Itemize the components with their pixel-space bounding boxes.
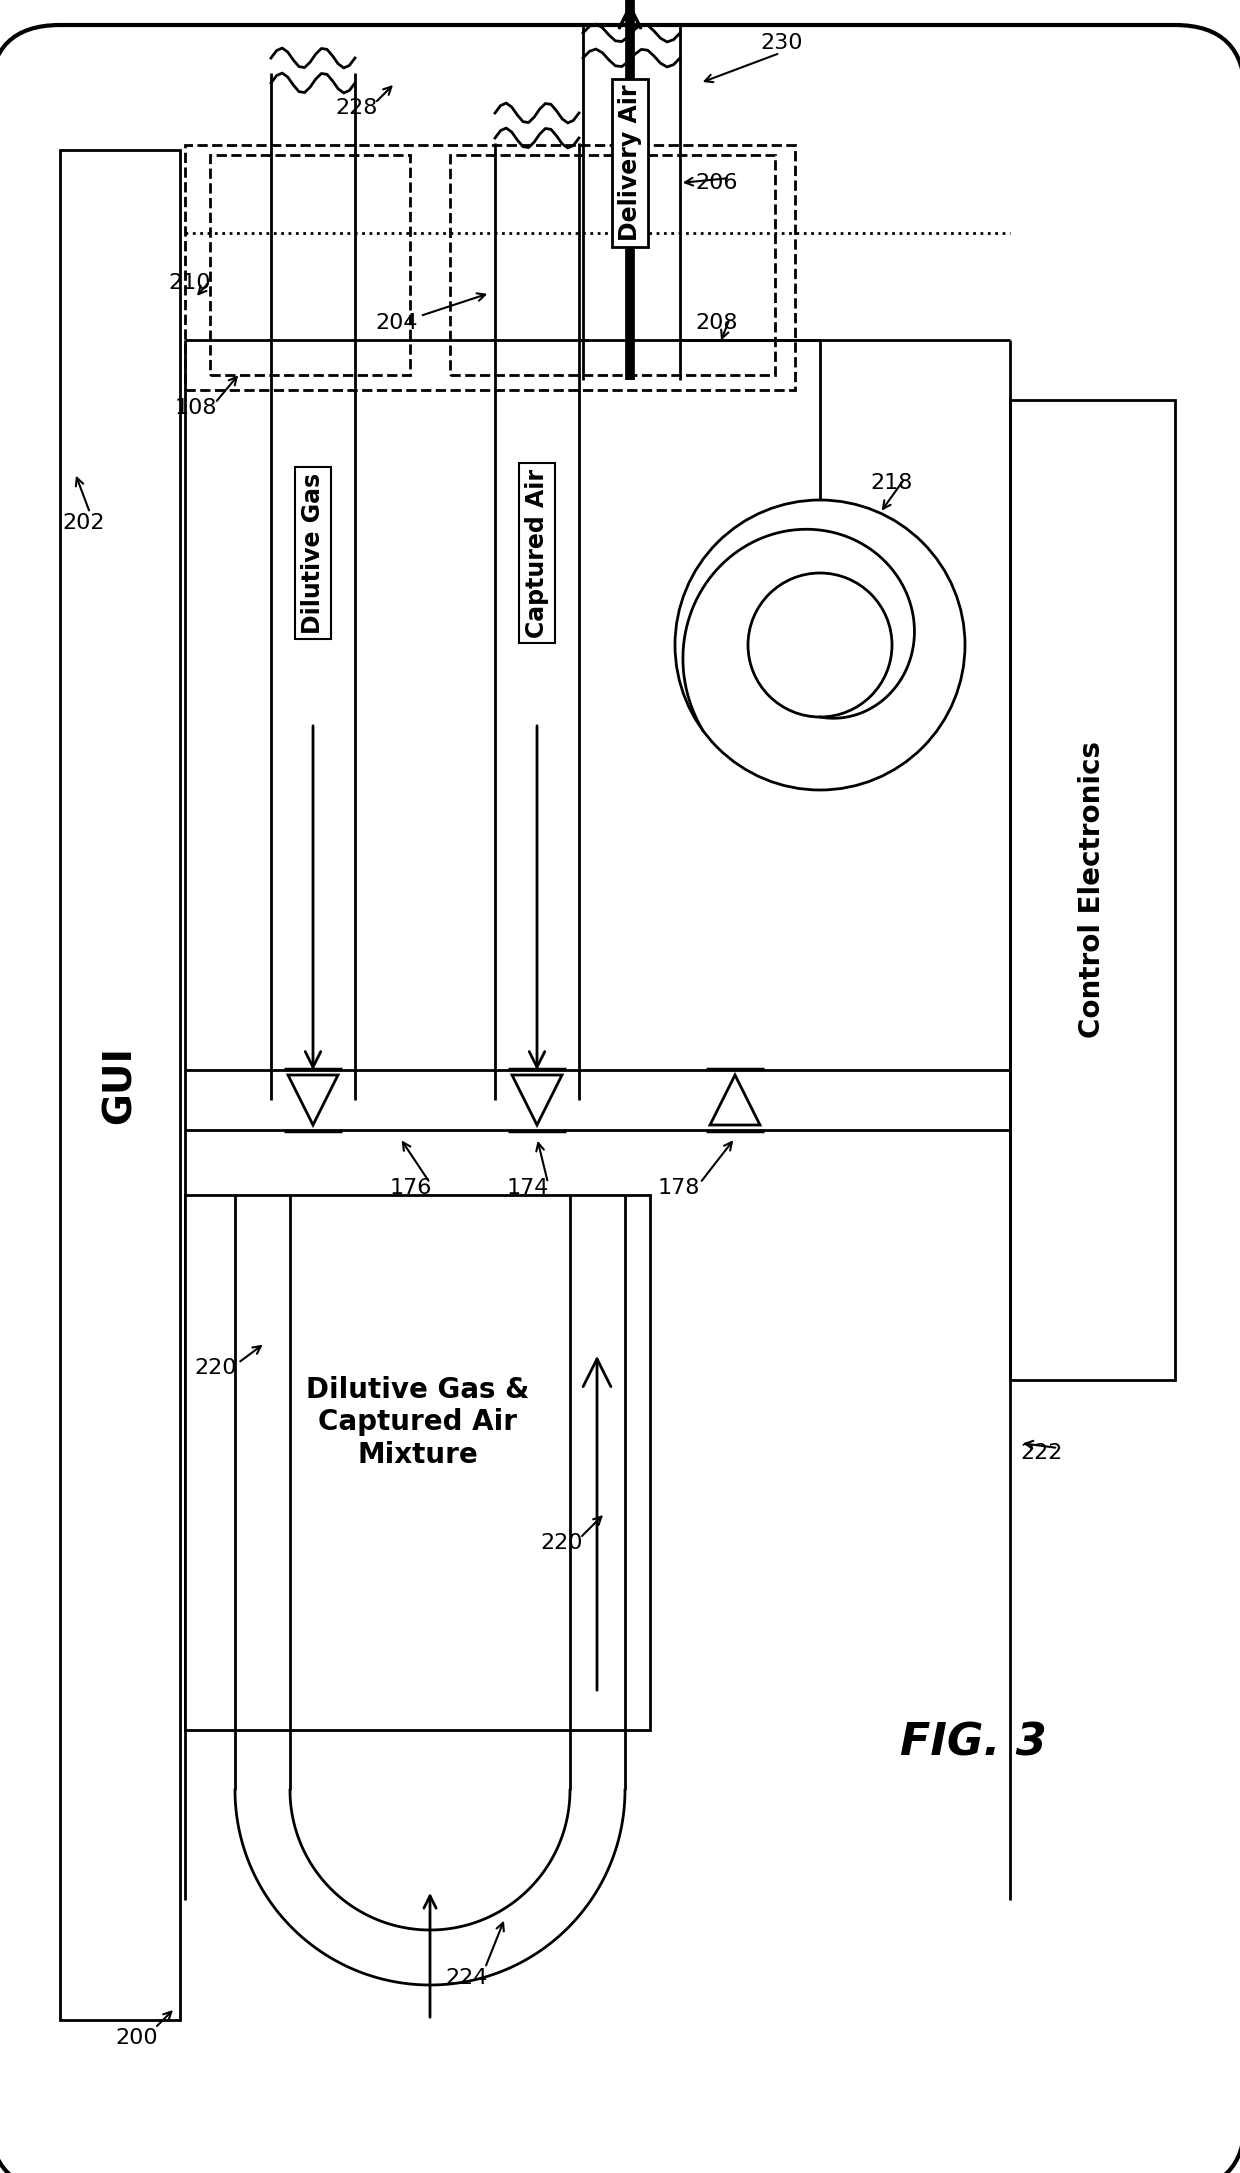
Text: 108: 108 (175, 398, 217, 417)
Text: 220: 220 (539, 1532, 583, 1554)
Text: 224: 224 (445, 1969, 487, 1988)
Bar (185, 1195, 650, 1730)
Text: Dilutive Gas: Dilutive Gas (301, 472, 325, 635)
Text: FIG. 3: FIG. 3 (900, 1721, 1047, 1764)
Bar (1011, 400, 1176, 1380)
Text: 220: 220 (193, 1358, 237, 1378)
Text: 200: 200 (115, 2027, 157, 2047)
Circle shape (748, 574, 892, 717)
Text: Delivery Air: Delivery Air (618, 85, 642, 241)
Text: 204: 204 (374, 313, 418, 332)
Text: 174: 174 (507, 1178, 549, 1197)
Bar (60, 150, 180, 2021)
Text: GUI: GUI (100, 1045, 139, 1123)
Text: 230: 230 (760, 33, 802, 52)
Text: 202: 202 (62, 513, 104, 532)
Text: 176: 176 (391, 1178, 433, 1197)
Text: Dilutive Gas &
Captured Air
Mixture: Dilutive Gas & Captured Air Mixture (306, 1376, 529, 1469)
Text: Captured Air: Captured Air (525, 469, 549, 637)
Text: 228: 228 (335, 98, 377, 117)
Text: Control Electronics: Control Electronics (1078, 741, 1106, 1039)
Text: 218: 218 (870, 474, 913, 493)
Text: 178: 178 (658, 1178, 701, 1197)
FancyBboxPatch shape (0, 26, 1240, 2173)
Bar (185, 146, 795, 389)
Text: 208: 208 (694, 313, 738, 332)
Bar (210, 154, 410, 376)
Bar (450, 154, 775, 376)
Text: 210: 210 (167, 274, 211, 293)
Text: 222: 222 (1021, 1443, 1063, 1462)
Text: 206: 206 (694, 174, 738, 193)
